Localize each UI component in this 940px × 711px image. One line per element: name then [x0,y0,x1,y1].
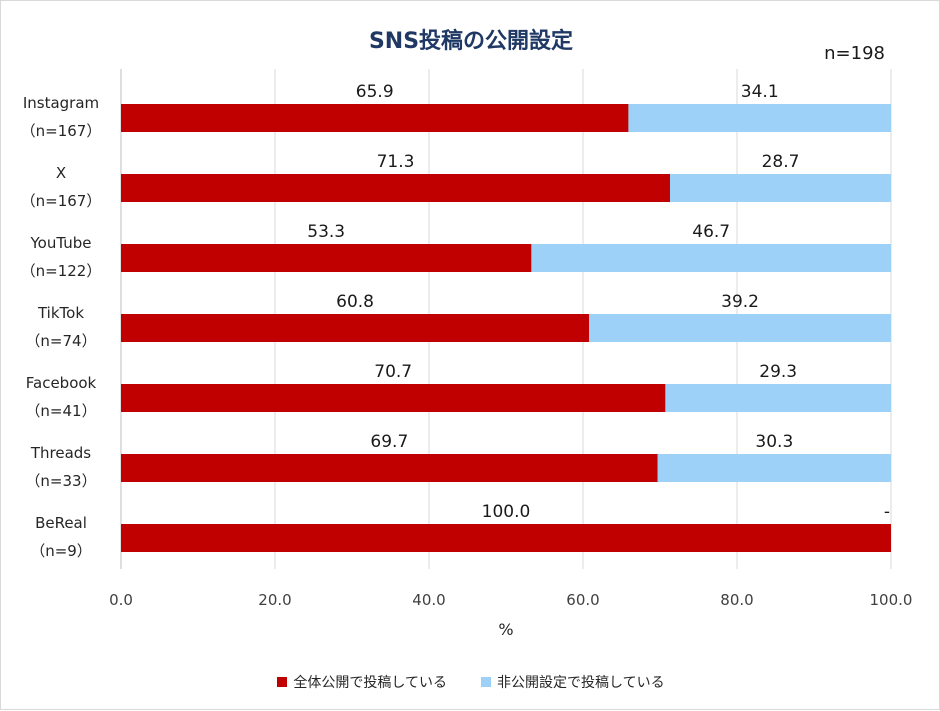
category-label: Facebook [26,374,97,392]
data-label: 69.7 [370,432,408,452]
x-tick-label: 60.0 [566,591,599,609]
data-label: 39.2 [721,292,759,312]
category-n-label: （n=9） [30,542,92,560]
bar-segment [121,384,666,412]
legend-label-public: 全体公開で投稿している [293,675,447,691]
bar-segment [121,174,671,202]
legend-swatch-private [481,677,491,687]
bar-segment [531,244,891,272]
bar-segment [657,454,891,482]
data-label: 70.7 [374,362,412,382]
data-label: 65.9 [356,82,394,102]
x-axis-title: % [498,620,513,639]
data-label: 29.3 [759,362,797,382]
category-n-label: （n=41） [25,402,96,420]
data-label: 46.7 [692,222,730,242]
bar-segment [121,244,532,272]
bar-segment [665,384,891,412]
legend-label-private: 非公開設定で投稿している [497,675,665,691]
bar-segment [670,174,891,202]
data-label: - [884,502,890,522]
category-label: Instagram [23,94,99,112]
category-n-label: （n=33） [25,472,96,490]
data-label: 53.3 [307,222,345,242]
bar-segment [121,454,658,482]
data-label: 30.3 [755,432,793,452]
bar-segment [589,314,891,342]
x-tick-label: 80.0 [720,591,753,609]
data-label: 28.7 [762,152,800,172]
chart-title: SNS投稿の公開設定 [368,29,574,54]
x-tick-label: 40.0 [412,591,445,609]
category-n-label: （n=167） [21,192,102,210]
category-label: X [56,164,66,182]
sample-size-note: n=198 [824,43,885,64]
bar-segment [628,104,891,132]
category-label: Threads [30,444,91,462]
category-n-label: （n=122） [21,262,102,280]
category-label: YouTube [30,234,92,252]
x-tick-label: 0.0 [109,591,133,609]
category-n-label: （n=74） [25,332,96,350]
category-label: BeReal [35,514,87,532]
data-label: 100.0 [482,502,531,522]
data-label: 34.1 [741,82,779,102]
category-label: TikTok [37,304,84,322]
legend-item-public: 全体公開で投稿している [277,672,447,692]
data-label: 60.8 [336,292,374,312]
chart-legend: 全体公開で投稿している 非公開設定で投稿している [1,672,940,692]
bar-segment [121,314,590,342]
bar-segment [121,524,891,552]
category-n-label: （n=167） [21,122,102,140]
x-tick-label: 100.0 [870,591,913,609]
legend-swatch-public [277,677,288,687]
x-tick-label: 20.0 [258,591,291,609]
legend-item-private: 非公開設定で投稿している [481,672,665,692]
data-label: 71.3 [377,152,415,172]
bar-segment [121,104,629,132]
